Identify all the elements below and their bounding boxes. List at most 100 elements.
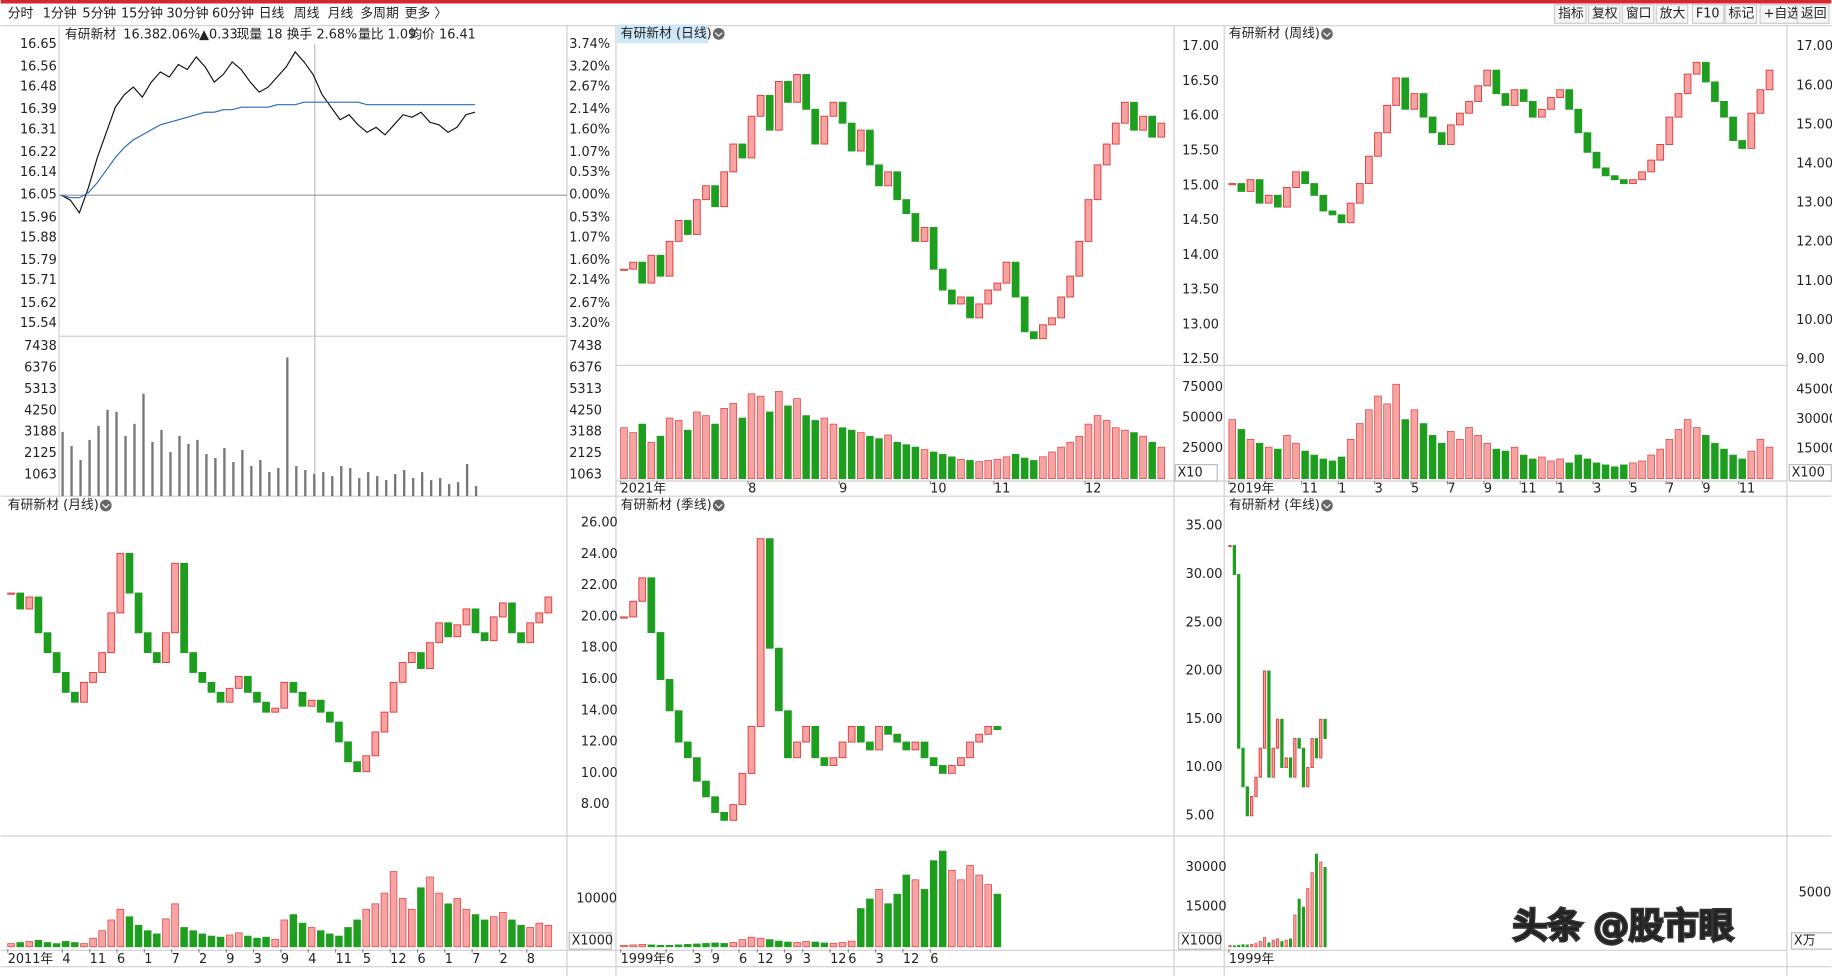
panel-menu[interactable] [1321,28,1333,40]
candle [1592,151,1601,169]
volume-bar [1241,944,1245,948]
toolbar-tab[interactable]: 5分钟 [82,6,116,22]
toolbar-tab[interactable]: 分时 [8,7,34,22]
volume-tick-label: 6376 [24,361,57,376]
volume-tick-label: 5000 [1799,886,1832,901]
volume-bar [711,423,719,480]
toolbar-tab[interactable]: 周线 [294,7,320,22]
candle [1738,140,1747,149]
candle [1310,738,1314,768]
volume-bar [189,930,197,948]
toolbar-button-label[interactable]: +自选 [1764,7,1801,22]
candle [966,741,974,759]
volume-bar [784,941,792,948]
candle [738,772,747,806]
volume-bar [169,451,172,497]
candle [34,596,43,634]
volume-unit: X100 [1792,465,1825,480]
candle [947,765,956,774]
volume-bar [376,476,379,497]
panel-menu-arrow [714,32,723,38]
candle [362,755,371,773]
toolbar-button[interactable] [1554,4,1587,24]
toolbar-tab[interactable]: 日线 [259,7,285,22]
toolbar-button[interactable] [1724,4,1758,24]
price-tick-label: 30.00 [1186,567,1223,582]
toolbar-button-label[interactable]: 指标 [1558,7,1584,22]
toolbar-button-label[interactable]: F10 [1696,7,1720,22]
volume-bar [1747,450,1756,480]
volume-tick-label: 45000 [1796,383,1832,398]
toolbar-button[interactable] [1796,4,1830,24]
candle [875,164,883,187]
candle [98,652,107,673]
price-tick-label: 17.00 [1796,39,1832,54]
volume-bar [984,460,993,480]
candle [16,592,25,610]
volume-bar [417,887,425,948]
candle [820,757,829,767]
volume-bar [268,472,271,497]
candle [947,289,956,305]
toolbar-tab[interactable]: 60分钟 [212,6,254,22]
toolbar-button-label[interactable]: 放大 [1660,7,1686,22]
toolbar-button[interactable] [1587,4,1621,24]
toolbar-button[interactable] [1655,4,1689,24]
toolbar-button-label[interactable]: 标记 [1729,7,1755,22]
pct-tick-label: 1.07% [569,230,610,245]
volume-bar [214,457,217,497]
volume-bar [447,484,451,497]
toolbar-button[interactable] [1691,4,1725,24]
panel-menu[interactable] [99,499,112,512]
price-tick-label: 16.56 [20,59,57,74]
volume-bar [133,423,136,497]
volume-bar [408,908,416,948]
candle [1383,104,1391,134]
volume-bar [326,933,334,948]
price-tick-label: 13.00 [1796,196,1832,211]
toolbar-tab[interactable]: 15分钟 [121,6,163,22]
volume-bar [1638,460,1646,480]
price-tick-label: 15.79 [20,253,57,268]
panel-menu[interactable] [1321,499,1333,512]
toolbar-tab[interactable]: 月线 [328,7,354,22]
volume-bar [1289,938,1293,948]
candle [316,699,325,713]
volume-bar [866,435,874,480]
toolbar-tab[interactable]: 1分钟 [43,6,77,22]
candle [1157,122,1166,138]
x-tick-label: 12 [830,952,846,967]
volume-bar [647,441,656,480]
candle [765,94,774,131]
x-tick-label: 2019年 [1229,482,1275,497]
price-tick-label: 16.00 [1182,109,1219,124]
toolbar-tab[interactable]: 更多 〉 [405,7,448,22]
candle [389,681,398,713]
x-tick-label: 9 [281,952,289,967]
toolbar-button[interactable] [1621,4,1655,24]
toolbar-button-label[interactable]: 返回 [1801,7,1827,22]
volume-bar [335,935,343,948]
candle [1419,93,1428,118]
volume-bar [1030,460,1038,480]
volume-bar [426,876,434,948]
price-line [61,50,476,215]
price-tick-label: 16.39 [20,102,57,117]
price-tick-label: 15.62 [20,296,57,311]
toolbar-tab[interactable]: 30分钟 [166,6,208,22]
candle [1346,202,1355,224]
candle [729,804,738,821]
volume-bar [438,478,442,497]
panel-menu[interactable] [712,499,725,512]
candle [656,254,665,277]
volume-tick-label: 30000 [1186,860,1227,875]
volume-bar [403,470,406,497]
panel-menu[interactable] [712,28,725,40]
candle [1228,183,1237,186]
toolbar-button-label[interactable]: 复权 [1592,6,1618,22]
candle [1232,545,1237,575]
toolbar-button-label[interactable]: 窗口 [1626,7,1652,22]
volume-bar [107,919,116,948]
candle [711,185,719,208]
toolbar-tab[interactable]: 多周期 [360,7,398,22]
